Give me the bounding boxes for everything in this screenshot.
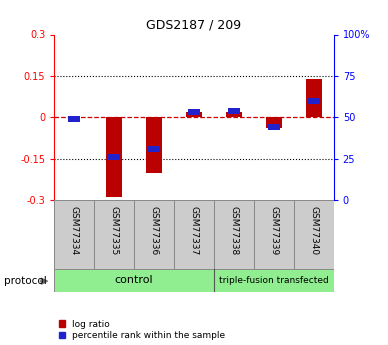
Text: control: control [115, 275, 153, 285]
Bar [308, 98, 320, 104]
Text: protocol: protocol [4, 276, 47, 286]
Bar [146, 117, 162, 172]
Bar [228, 108, 240, 114]
Bar [148, 146, 160, 152]
Bar [226, 112, 242, 117]
Text: GSM77340: GSM77340 [309, 206, 318, 255]
FancyBboxPatch shape [214, 269, 334, 292]
Bar [188, 109, 200, 115]
Text: GSM77335: GSM77335 [110, 206, 119, 255]
Text: GSM77334: GSM77334 [70, 206, 79, 255]
FancyBboxPatch shape [54, 269, 214, 292]
Text: triple-fusion transfected: triple-fusion transfected [219, 276, 329, 285]
Bar [106, 117, 122, 197]
Text: GSM77337: GSM77337 [189, 206, 199, 255]
Bar [306, 79, 322, 117]
Bar [186, 112, 202, 117]
Title: GDS2187 / 209: GDS2187 / 209 [146, 19, 242, 32]
Text: GSM77338: GSM77338 [229, 206, 238, 255]
Text: GSM77336: GSM77336 [150, 206, 159, 255]
Legend: log ratio, percentile rank within the sample: log ratio, percentile rank within the sa… [59, 320, 225, 341]
Bar [268, 124, 280, 130]
Text: GSM77339: GSM77339 [269, 206, 278, 255]
Bar [266, 117, 282, 128]
Bar [108, 154, 120, 160]
Bar [68, 116, 80, 122]
